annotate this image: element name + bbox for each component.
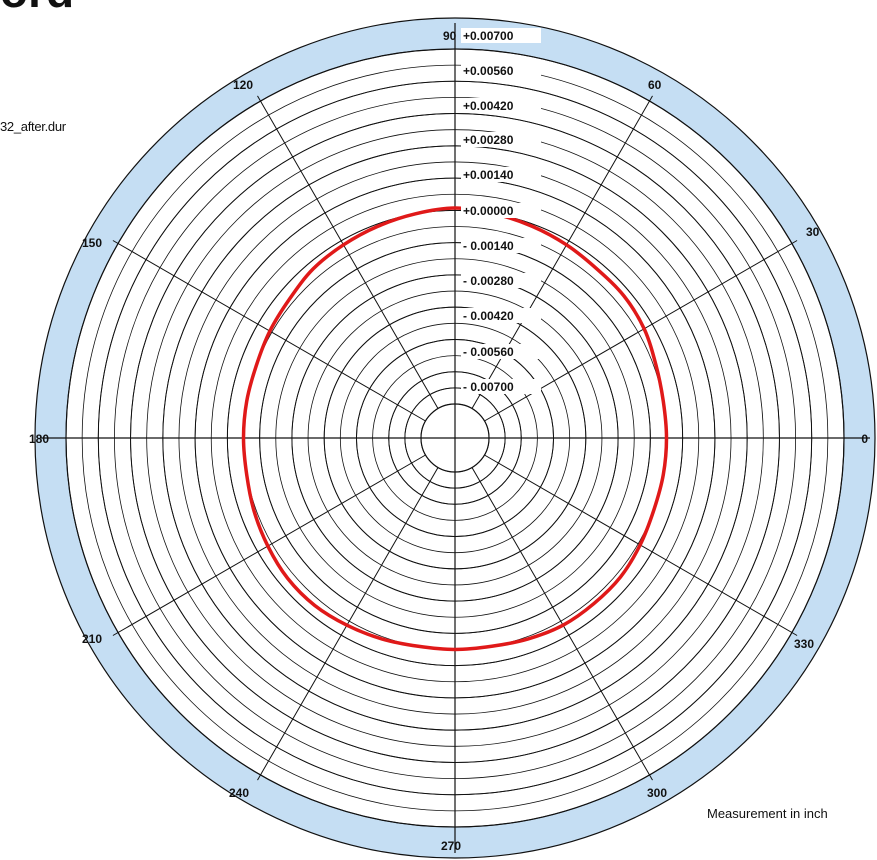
angle-label-270: 270 <box>441 839 461 853</box>
radial-tick-label: +0.00140 <box>463 168 514 182</box>
angle-label-240: 240 <box>229 786 249 800</box>
radial-tick-label: - 0.00140 <box>463 239 514 253</box>
page-title: ord <box>0 0 74 18</box>
radial-label-bg <box>461 238 541 253</box>
radial-label-bg <box>461 98 541 113</box>
radial-tick-label: - 0.00280 <box>463 274 514 288</box>
radial-tick-label: - 0.00700 <box>463 380 514 394</box>
angle-label-30: 30 <box>806 225 820 239</box>
radial-label-bg <box>461 167 541 182</box>
angle-label-0: 0 <box>861 432 868 446</box>
radial-label-bg <box>461 63 541 78</box>
angle-label-90: 90 <box>443 29 457 43</box>
radial-tick-label: - 0.00560 <box>463 345 514 359</box>
angle-label-330: 330 <box>794 637 814 651</box>
radial-tick-label: +0.00000 <box>463 204 514 218</box>
radial-tick-label: - 0.00420 <box>463 309 514 323</box>
radial-label-bg <box>461 132 541 147</box>
angle-label-150: 150 <box>82 236 102 250</box>
angle-label-60: 60 <box>648 78 662 92</box>
radial-tick-labels: +0.00700 +0.00560 +0.00420 +0.00280 +0.00140… <box>461 28 541 394</box>
radial-tick-label: +0.00560 <box>463 64 514 78</box>
spoke-120 <box>257 95 439 409</box>
measurement-unit-note: Measurement in inch <box>707 806 828 821</box>
radial-tick-label: +0.00280 <box>463 133 514 147</box>
file-name-label: 32_after.dur <box>0 119 66 134</box>
angle-label-210: 210 <box>82 632 102 646</box>
radial-label-bg <box>461 28 541 43</box>
radial-label-bg <box>461 379 541 394</box>
angle-label-300: 300 <box>647 786 667 800</box>
radial-label-bg <box>461 308 541 323</box>
radial-tick-label: +0.00700 <box>463 29 514 43</box>
radial-label-bg <box>461 344 541 359</box>
radial-tick-label: +0.00420 <box>463 99 514 113</box>
radial-label-bg <box>461 273 541 288</box>
angle-label-120: 120 <box>233 78 253 92</box>
angle-labels: 0 30 60 90 120 150 180 210 240 270 300 330 <box>29 29 868 853</box>
radial-label-bg <box>461 203 541 218</box>
angle-label-180: 180 <box>29 432 49 446</box>
